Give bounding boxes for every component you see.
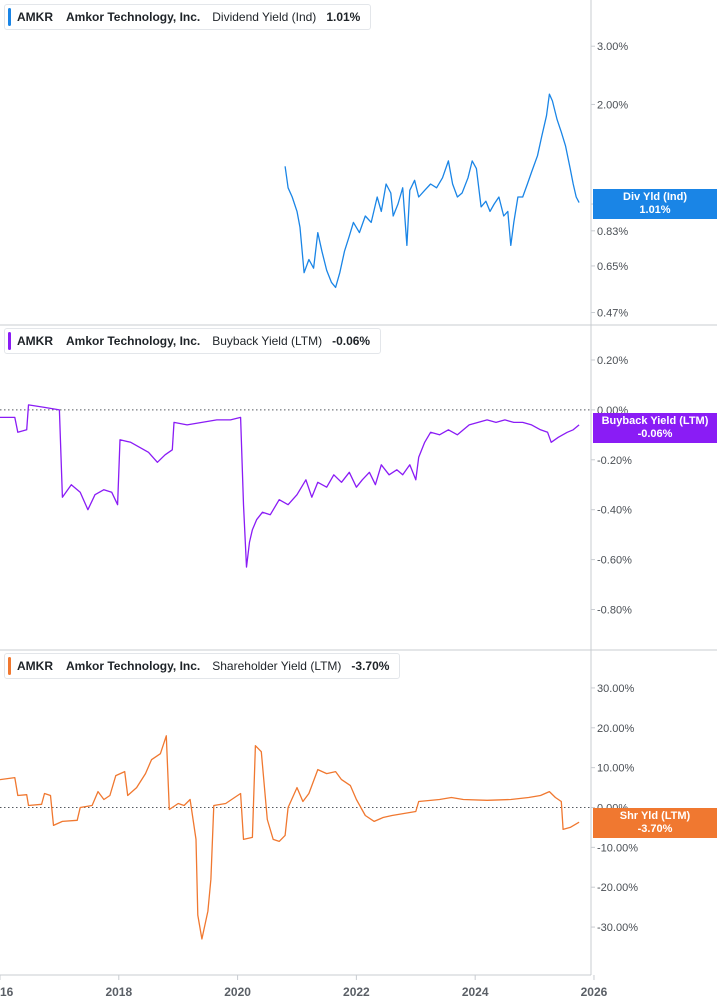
x-tick-label: 2022 [343,985,370,999]
legend-shareholder-yield: AMKR Amkor Technology, Inc. Shareholder … [4,653,401,679]
y-tick-label: -20.00% [597,882,638,894]
legend-company: Amkor Technology, Inc. [66,10,201,24]
y-tick-label: 0.65% [597,261,628,273]
flag-value: -3.70% [637,823,673,835]
legend-company: Amkor Technology, Inc. [66,659,201,673]
legend-buyback-yield: AMKR Amkor Technology, Inc. Buyback Yiel… [4,328,382,354]
series-line [0,735,580,940]
y-tick-label: 10.00% [597,763,635,775]
flag-dividend-yield: Div Yld (Ind) 1.01% [593,189,717,219]
flag-label: Div Yld (Ind) [623,191,687,203]
flag-shareholder-yield: Shr Yld (LTM) -3.70% [593,808,717,838]
legend-value: -3.70% [351,659,390,673]
series-line [284,93,580,289]
x-tick-label: 2016 [0,985,14,999]
flag-buyback-yield: Buyback Yield (LTM) -0.06% [593,413,717,443]
y-tick-label: 30.00% [597,683,635,695]
flag-value: 1.01% [639,204,671,216]
y-tick-label: -0.40% [597,505,632,517]
series-line [0,404,580,568]
y-tick-label: 20.00% [597,723,635,735]
legend-swatch [8,332,11,350]
y-tick-label: 2.00% [597,99,628,111]
y-tick-label: -0.80% [597,605,632,617]
x-tick-label: 2024 [462,985,489,999]
legend-metric: Shareholder Yield (LTM) [212,659,342,673]
y-tick-label: 0.20% [597,355,628,367]
x-tick-label: 2020 [224,985,251,999]
x-tick-label: 2026 [581,985,608,999]
flag-label: Buyback Yield (LTM) [601,415,709,427]
legend-value: 1.01% [326,10,361,24]
legend-metric: Dividend Yield (Ind) [212,10,317,24]
legend-value: -0.06% [332,334,371,348]
flag-label: Shr Yld (LTM) [619,810,691,822]
legend-dividend-yield: AMKR Amkor Technology, Inc. Dividend Yie… [4,4,372,30]
y-tick-label: 0.83% [597,226,628,238]
y-tick-label: 0.47% [597,308,628,320]
legend-ticker: AMKR [17,10,53,24]
y-tick-label: -0.60% [597,555,632,567]
legend-swatch [8,8,11,26]
legend-metric: Buyback Yield (LTM) [212,334,323,348]
y-tick-label: 3.00% [597,41,628,53]
y-tick-label: -10.00% [597,842,638,854]
legend-ticker: AMKR [17,334,53,348]
legend-ticker: AMKR [17,659,53,673]
flag-value: -0.06% [637,428,673,440]
x-tick-label: 2018 [105,985,132,999]
legend-swatch [8,657,11,675]
legend-company: Amkor Technology, Inc. [66,334,201,348]
y-tick-label: -0.20% [597,455,632,467]
y-tick-label: -30.00% [597,922,638,934]
